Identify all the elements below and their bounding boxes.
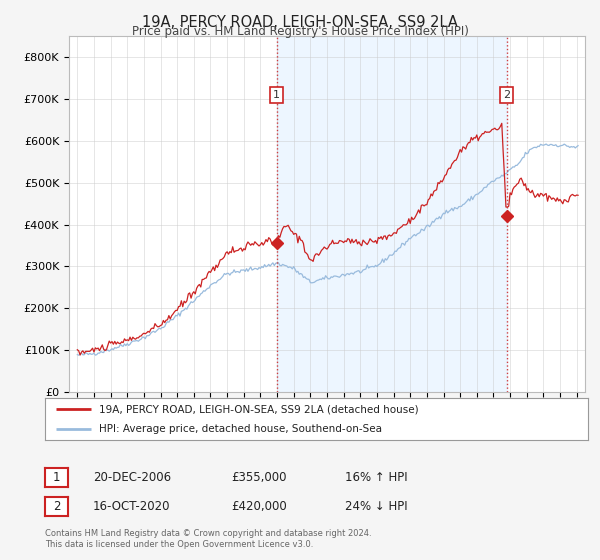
Text: 2: 2 bbox=[503, 90, 510, 100]
Text: £355,000: £355,000 bbox=[231, 470, 287, 484]
Text: 20-DEC-2006: 20-DEC-2006 bbox=[93, 470, 171, 484]
Text: 1: 1 bbox=[53, 470, 60, 484]
Text: 1: 1 bbox=[273, 90, 280, 100]
Bar bbox=[277, 36, 506, 392]
Text: 24% ↓ HPI: 24% ↓ HPI bbox=[345, 500, 407, 513]
Text: Price paid vs. HM Land Registry's House Price Index (HPI): Price paid vs. HM Land Registry's House … bbox=[131, 25, 469, 38]
Text: 16-OCT-2020: 16-OCT-2020 bbox=[93, 500, 170, 513]
Text: 16% ↑ HPI: 16% ↑ HPI bbox=[345, 470, 407, 484]
Text: 19A, PERCY ROAD, LEIGH-ON-SEA, SS9 2LA (detached house): 19A, PERCY ROAD, LEIGH-ON-SEA, SS9 2LA (… bbox=[100, 404, 419, 414]
Text: 19A, PERCY ROAD, LEIGH-ON-SEA, SS9 2LA: 19A, PERCY ROAD, LEIGH-ON-SEA, SS9 2LA bbox=[142, 15, 458, 30]
Text: Contains HM Land Registry data © Crown copyright and database right 2024.
This d: Contains HM Land Registry data © Crown c… bbox=[45, 529, 371, 549]
Text: 2: 2 bbox=[53, 500, 60, 513]
Text: HPI: Average price, detached house, Southend-on-Sea: HPI: Average price, detached house, Sout… bbox=[100, 424, 382, 433]
Text: £420,000: £420,000 bbox=[231, 500, 287, 513]
